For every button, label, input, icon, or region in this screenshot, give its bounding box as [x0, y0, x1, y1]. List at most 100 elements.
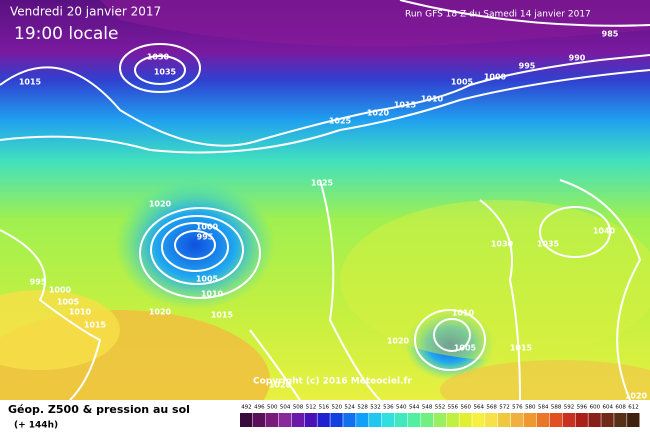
- scale-label: 544: [409, 405, 420, 411]
- isobar-label: 1010: [201, 290, 224, 299]
- scale-label: 588: [551, 405, 562, 411]
- scale-label: 508: [293, 405, 304, 411]
- low-pressure-area: [115, 180, 275, 310]
- isobar-label: 1030: [147, 53, 170, 62]
- isobar-label: 1020: [387, 337, 410, 346]
- scale-label: 528: [357, 405, 368, 411]
- scale-label: 580: [525, 405, 536, 411]
- scale-label: 536: [383, 405, 394, 411]
- isobar-label: 995: [30, 278, 47, 287]
- scale-swatch: [536, 413, 550, 427]
- scale-swatch: [356, 413, 369, 427]
- isobar-label: 1010: [452, 309, 475, 318]
- scale-swatch: [343, 413, 356, 427]
- isobar-label: 1005: [454, 344, 477, 353]
- isobar-label: 1015: [19, 78, 42, 87]
- isobar-label: 1025: [329, 117, 352, 126]
- scale-label: 520: [332, 405, 343, 411]
- scale-swatch: [304, 413, 317, 427]
- isobar-label: 1020: [367, 109, 390, 118]
- isobar-label: 990: [569, 54, 586, 63]
- scale-swatch: [240, 413, 253, 427]
- scale-swatch: [265, 413, 279, 427]
- isobar-label: 995: [519, 62, 536, 71]
- scale-label: 576: [512, 405, 523, 411]
- scale-swatch: [485, 413, 498, 427]
- scale-swatch: [381, 413, 395, 427]
- isobar-label: 1020: [269, 381, 292, 390]
- isobar-label: 1000: [196, 223, 219, 232]
- isobar-label: 1010: [421, 95, 444, 104]
- isobar-labels: 1030103510151025102010151010100510009959…: [19, 30, 648, 401]
- isobar-label: 1035: [537, 240, 560, 249]
- isobar-label: 1030: [491, 240, 514, 249]
- scale-label: 492: [241, 405, 252, 411]
- scale-label: 500: [267, 405, 278, 411]
- scale-label: 532: [370, 405, 381, 411]
- scale-swatch: [459, 413, 472, 427]
- scale-label: 504: [280, 405, 291, 411]
- scale-label: 572: [499, 405, 510, 411]
- time: 19:00 locale: [14, 24, 118, 44]
- scale-swatch: [498, 413, 511, 427]
- scale-label: 608: [615, 405, 626, 411]
- scale-swatch: [407, 413, 421, 427]
- scale-swatch: [523, 413, 537, 427]
- isobar-label: 1035: [154, 68, 177, 77]
- scale-swatch: [420, 413, 434, 427]
- scale-label: 600: [590, 405, 601, 411]
- footer-title: Géop. Z500 & pression au sol: [8, 403, 190, 416]
- scale-label: 552: [435, 405, 446, 411]
- scale-label: 584: [538, 405, 549, 411]
- scale-label: 604: [602, 405, 613, 411]
- run-info: Run GFS 18 Z du Samedi 14 janvier 2017: [405, 10, 591, 20]
- scale-swatch: [588, 413, 601, 427]
- scale-swatch: [369, 413, 382, 427]
- isobar-label: 1020: [625, 392, 648, 401]
- scale-label: 592: [564, 405, 575, 411]
- scale-label: 596: [577, 405, 588, 411]
- footer-subtitle: (+ 144h): [14, 421, 58, 431]
- isobar-label: 1005: [196, 275, 219, 284]
- scale-swatch: [317, 413, 330, 427]
- copyright: Copyright (c) 2016 Meteociel.fr: [253, 377, 412, 387]
- isobars: [0, 0, 650, 400]
- scale-label: 568: [486, 405, 497, 411]
- scale-swatch: [278, 413, 292, 427]
- isobar-label: 1015: [394, 101, 417, 110]
- isobar-label: 1005: [451, 78, 474, 87]
- scale-swatch: [627, 413, 640, 427]
- scale-swatch: [433, 413, 446, 427]
- scale-swatch: [291, 413, 305, 427]
- isobar-label: 985: [602, 30, 619, 39]
- scale-label: 560: [461, 405, 472, 411]
- scale-label: 556: [448, 405, 459, 411]
- date: Vendredi 20 janvier 2017: [10, 5, 161, 19]
- scale-label: 540: [396, 405, 407, 411]
- scale-swatch: [446, 413, 459, 427]
- scale-swatch: [614, 413, 627, 427]
- isobar-label: 1040: [593, 227, 616, 236]
- isobar-label: 1005: [57, 298, 80, 307]
- scale-swatch: [394, 413, 408, 427]
- scale-swatch: [510, 413, 524, 427]
- isobar-label: 1010: [69, 308, 92, 317]
- scale-label: 512: [306, 405, 317, 411]
- scale-swatch: [549, 413, 563, 427]
- cold-area: [100, 0, 650, 47]
- ridge-area: [340, 200, 650, 360]
- scale-swatch: [252, 413, 266, 427]
- scale-label: 612: [628, 405, 639, 411]
- isobar-label: 1020: [149, 200, 172, 209]
- isobar-label: 1000: [49, 286, 72, 295]
- isobar-label: 1015: [211, 311, 234, 320]
- scale-swatch: [330, 413, 343, 427]
- warm-area: [0, 290, 120, 370]
- scale-swatch: [562, 413, 575, 427]
- scale-label: 564: [473, 405, 484, 411]
- isobar-label: 1025: [311, 179, 334, 188]
- isobar-label: 1015: [510, 344, 533, 353]
- isobar-label: 1020: [149, 308, 172, 317]
- isobar-label: 995: [197, 233, 214, 242]
